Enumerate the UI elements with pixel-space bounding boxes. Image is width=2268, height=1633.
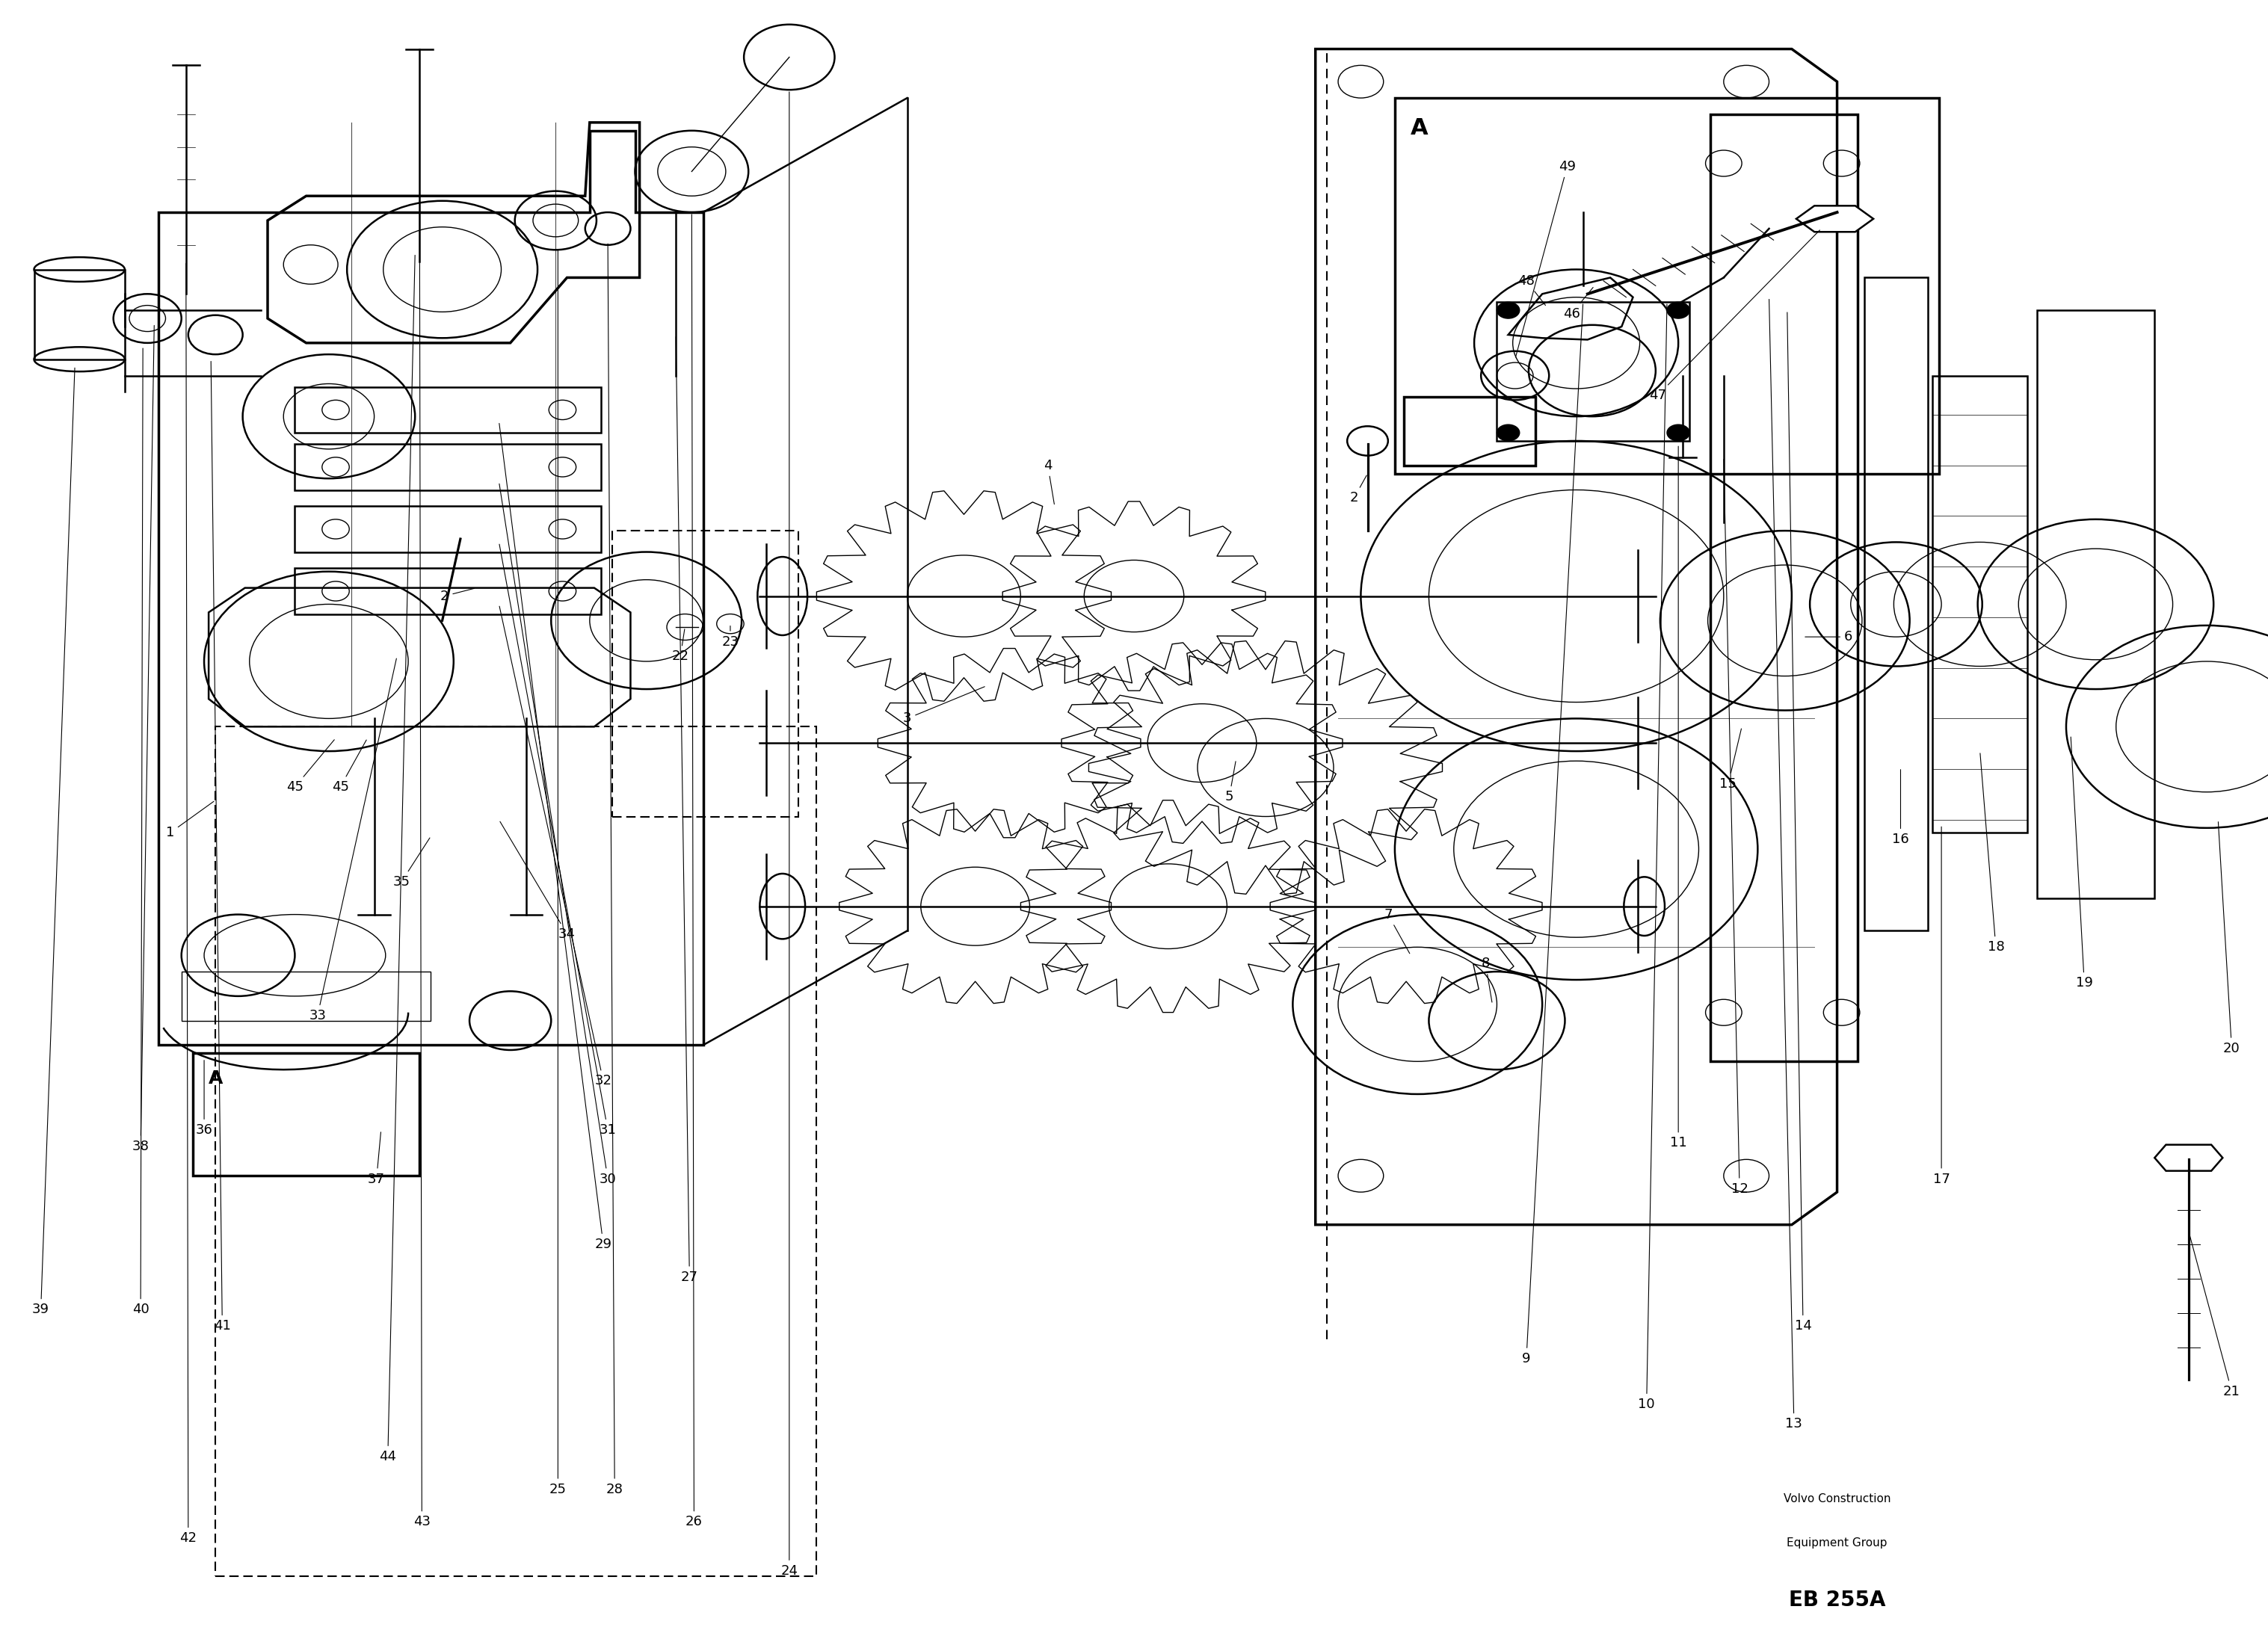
Text: 46: 46 <box>1563 287 1592 320</box>
Text: 27: 27 <box>676 336 699 1284</box>
Text: 5: 5 <box>1225 761 1236 803</box>
Text: 22: 22 <box>671 629 689 663</box>
Text: 10: 10 <box>1637 304 1667 1411</box>
Text: 48: 48 <box>1517 274 1545 305</box>
Text: 42: 42 <box>179 263 197 1545</box>
Bar <box>1710 114 1857 1061</box>
Text: EB 255A: EB 255A <box>1789 1591 1885 1610</box>
Text: 32: 32 <box>499 606 612 1088</box>
Circle shape <box>1667 302 1690 318</box>
Text: 44: 44 <box>379 255 415 1463</box>
Text: 9: 9 <box>1522 304 1583 1365</box>
Circle shape <box>1497 425 1520 441</box>
Text: 13: 13 <box>1769 299 1803 1431</box>
Text: 16: 16 <box>1892 769 1910 846</box>
Text: 45: 45 <box>286 740 333 794</box>
Text: 21: 21 <box>2189 1233 2241 1398</box>
Bar <box>295 444 601 490</box>
Text: 6: 6 <box>1805 630 1853 643</box>
Text: 31: 31 <box>499 544 617 1137</box>
Bar <box>295 506 601 552</box>
Bar <box>2037 310 2155 898</box>
Bar <box>295 387 601 433</box>
Text: 45: 45 <box>331 740 367 794</box>
Polygon shape <box>1796 206 1873 232</box>
Text: 20: 20 <box>2218 821 2241 1055</box>
Text: 14: 14 <box>1787 312 1812 1333</box>
Text: 7: 7 <box>1383 908 1411 954</box>
Bar <box>215 727 816 1576</box>
Bar <box>1864 278 1928 931</box>
Bar <box>295 568 601 614</box>
Bar <box>1404 397 1535 465</box>
Text: 43: 43 <box>413 214 431 1528</box>
Text: Equipment Group: Equipment Group <box>1787 1538 1887 1548</box>
Text: A: A <box>209 1070 222 1088</box>
Text: 2: 2 <box>440 588 474 603</box>
Text: 34: 34 <box>499 821 576 941</box>
Bar <box>34 269 125 359</box>
Text: 19: 19 <box>2071 736 2093 990</box>
Text: 33: 33 <box>308 658 397 1022</box>
Text: 49: 49 <box>1515 160 1576 358</box>
Bar <box>193 1053 420 1176</box>
Text: 1: 1 <box>166 802 213 839</box>
Text: 35: 35 <box>392 838 431 888</box>
Text: 18: 18 <box>1980 753 2005 954</box>
Bar <box>1932 376 2028 833</box>
Circle shape <box>1497 302 1520 318</box>
Text: 47: 47 <box>1649 230 1819 402</box>
Text: 11: 11 <box>1669 446 1687 1150</box>
Circle shape <box>1347 426 1388 456</box>
Bar <box>1395 98 1939 474</box>
Text: 25: 25 <box>549 250 567 1496</box>
Text: 41: 41 <box>211 361 231 1333</box>
Text: 30: 30 <box>499 483 617 1186</box>
Text: 17: 17 <box>1932 826 1950 1186</box>
Text: A: A <box>1411 118 1429 139</box>
Text: Volvo Construction: Volvo Construction <box>1783 1494 1892 1504</box>
Bar <box>1497 302 1690 441</box>
Bar <box>181 972 431 1021</box>
Text: 39: 39 <box>32 367 75 1316</box>
Text: 8: 8 <box>1481 957 1492 1003</box>
Text: 12: 12 <box>1724 459 1749 1195</box>
Text: 36: 36 <box>195 1060 213 1137</box>
Circle shape <box>1667 425 1690 441</box>
Text: 29: 29 <box>499 423 612 1251</box>
Polygon shape <box>2155 1145 2223 1171</box>
Text: 40: 40 <box>132 348 150 1316</box>
Bar <box>612 531 798 816</box>
Text: 37: 37 <box>367 1132 386 1186</box>
Text: 4: 4 <box>1043 459 1055 505</box>
Text: 24: 24 <box>780 91 798 1577</box>
Text: 38: 38 <box>132 325 154 1153</box>
Text: 28: 28 <box>606 243 624 1496</box>
Text: 23: 23 <box>721 625 739 648</box>
Text: 3: 3 <box>903 686 984 725</box>
Text: 26: 26 <box>685 214 703 1528</box>
Text: 2: 2 <box>1349 475 1368 505</box>
Text: 15: 15 <box>1719 728 1742 790</box>
